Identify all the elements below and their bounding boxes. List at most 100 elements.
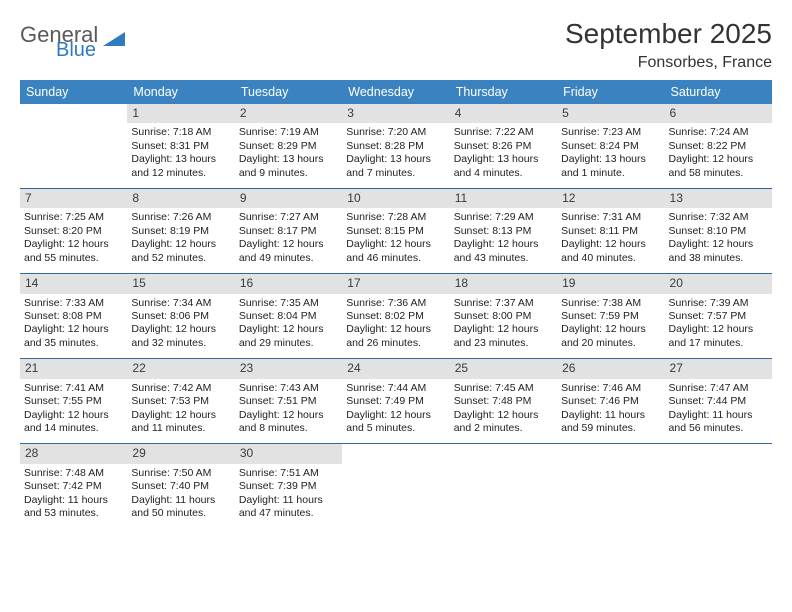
- day-info-line: Sunrise: 7:48 AM: [24, 467, 123, 480]
- calendar-day-cell: 18Sunrise: 7:37 AMSunset: 8:00 PMDayligh…: [450, 274, 557, 359]
- day-info-line: Sunset: 8:19 PM: [131, 225, 230, 238]
- day-header-row: Sunday Monday Tuesday Wednesday Thursday…: [20, 80, 772, 104]
- title-block: September 2025 Fonsorbes, France: [565, 18, 772, 72]
- day-info-line: Sunrise: 7:32 AM: [669, 211, 768, 224]
- calendar-day-cell: 9Sunrise: 7:27 AMSunset: 8:17 PMDaylight…: [235, 189, 342, 274]
- day-info-line: and 1 minute.: [561, 167, 660, 180]
- calendar-day-cell: 24Sunrise: 7:44 AMSunset: 7:49 PMDayligh…: [342, 359, 449, 444]
- day-info-line: Sunrise: 7:23 AM: [561, 126, 660, 139]
- day-number: 17: [342, 274, 449, 293]
- calendar-day-cell: 29Sunrise: 7:50 AMSunset: 7:40 PMDayligh…: [127, 444, 234, 529]
- day-number: 18: [450, 274, 557, 293]
- day-info-line: and 58 minutes.: [669, 167, 768, 180]
- day-info-line: and 59 minutes.: [561, 422, 660, 435]
- day-info-line: Sunset: 7:57 PM: [669, 310, 768, 323]
- day-info-line: Sunset: 8:11 PM: [561, 225, 660, 238]
- calendar-day-cell: [20, 104, 127, 189]
- calendar-day-cell: 26Sunrise: 7:46 AMSunset: 7:46 PMDayligh…: [557, 359, 664, 444]
- day-info-line: and 40 minutes.: [561, 252, 660, 265]
- calendar-week-row: 1Sunrise: 7:18 AMSunset: 8:31 PMDaylight…: [20, 104, 772, 189]
- day-info-line: Daylight: 13 hours: [346, 153, 445, 166]
- calendar-day-cell: 4Sunrise: 7:22 AMSunset: 8:26 PMDaylight…: [450, 104, 557, 189]
- calendar-day-cell: 11Sunrise: 7:29 AMSunset: 8:13 PMDayligh…: [450, 189, 557, 274]
- day-header: Sunday: [20, 80, 127, 104]
- day-info-line: and 14 minutes.: [24, 422, 123, 435]
- day-info-line: Sunset: 8:13 PM: [454, 225, 553, 238]
- calendar-day-cell: 21Sunrise: 7:41 AMSunset: 7:55 PMDayligh…: [20, 359, 127, 444]
- day-number: 13: [665, 189, 772, 208]
- day-number: 1: [127, 104, 234, 123]
- calendar-day-cell: 1Sunrise: 7:18 AMSunset: 8:31 PMDaylight…: [127, 104, 234, 189]
- day-info-line: Sunrise: 7:20 AM: [346, 126, 445, 139]
- day-info-line: Sunrise: 7:26 AM: [131, 211, 230, 224]
- day-info-line: Daylight: 11 hours: [561, 409, 660, 422]
- calendar-day-cell: 14Sunrise: 7:33 AMSunset: 8:08 PMDayligh…: [20, 274, 127, 359]
- day-info-line: Sunset: 8:08 PM: [24, 310, 123, 323]
- day-info-line: and 11 minutes.: [131, 422, 230, 435]
- day-info-line: and 52 minutes.: [131, 252, 230, 265]
- calendar-day-cell: 30Sunrise: 7:51 AMSunset: 7:39 PMDayligh…: [235, 444, 342, 529]
- calendar-day-cell: 22Sunrise: 7:42 AMSunset: 7:53 PMDayligh…: [127, 359, 234, 444]
- day-info-line: Daylight: 13 hours: [561, 153, 660, 166]
- day-number: 12: [557, 189, 664, 208]
- day-info-line: Daylight: 12 hours: [561, 323, 660, 336]
- day-info-line: Sunrise: 7:45 AM: [454, 382, 553, 395]
- day-number: 14: [20, 274, 127, 293]
- day-info-line: and 7 minutes.: [346, 167, 445, 180]
- day-info-line: Sunset: 7:55 PM: [24, 395, 123, 408]
- day-number: 23: [235, 359, 342, 378]
- day-number: 28: [20, 444, 127, 463]
- day-info-line: Daylight: 12 hours: [346, 323, 445, 336]
- day-info-line: Sunset: 7:53 PM: [131, 395, 230, 408]
- day-info-line: and 46 minutes.: [346, 252, 445, 265]
- day-info-line: Sunrise: 7:51 AM: [239, 467, 338, 480]
- calendar-day-cell: 15Sunrise: 7:34 AMSunset: 8:06 PMDayligh…: [127, 274, 234, 359]
- day-info-line: and 35 minutes.: [24, 337, 123, 350]
- logo: General Blue: [20, 24, 125, 60]
- day-info-line: Daylight: 12 hours: [131, 409, 230, 422]
- day-info-line: Sunset: 8:20 PM: [24, 225, 123, 238]
- day-info-line: and 5 minutes.: [346, 422, 445, 435]
- calendar-day-cell: 8Sunrise: 7:26 AMSunset: 8:19 PMDaylight…: [127, 189, 234, 274]
- day-info-line: Daylight: 13 hours: [131, 153, 230, 166]
- day-header: Monday: [127, 80, 234, 104]
- day-info-line: Sunrise: 7:33 AM: [24, 297, 123, 310]
- day-info-line: Sunrise: 7:18 AM: [131, 126, 230, 139]
- header: General Blue September 2025 Fonsorbes, F…: [20, 18, 772, 72]
- day-info-line: Sunrise: 7:22 AM: [454, 126, 553, 139]
- day-info-line: Daylight: 13 hours: [454, 153, 553, 166]
- day-number: 26: [557, 359, 664, 378]
- day-info-line: and 56 minutes.: [669, 422, 768, 435]
- calendar-week-row: 14 Sunrise: 7:33 AMSunset: 8:08 PM Dayligh…: [20, 274, 772, 359]
- day-info-line: Sunrise: 7:24 AM: [669, 126, 768, 139]
- calendar-week-row: 7Sunrise: 7:25 AMSunset: 8:20 PMDaylight…: [20, 189, 772, 274]
- day-info-line: and 29 minutes.: [239, 337, 338, 350]
- day-info-line: and 2 minutes.: [454, 422, 553, 435]
- day-header: Friday: [557, 80, 664, 104]
- day-info-line: and 17 minutes.: [669, 337, 768, 350]
- day-info-line: Sunset: 7:49 PM: [346, 395, 445, 408]
- day-info-line: Sunset: 8:22 PM: [669, 140, 768, 153]
- day-number: 5: [557, 104, 664, 123]
- day-info-line: Sunset: 8:00 PM: [454, 310, 553, 323]
- day-info-line: Daylight: 12 hours: [669, 153, 768, 166]
- day-info-line: and 55 minutes.: [24, 252, 123, 265]
- calendar-day-cell: 6Sunrise: 7:24 AMSunset: 8:22 PMDaylight…: [665, 104, 772, 189]
- day-info-line: Sunset: 7:51 PM: [239, 395, 338, 408]
- day-header: Saturday: [665, 80, 772, 104]
- day-number: 2: [235, 104, 342, 123]
- calendar-day-cell: 2Sunrise: 7:19 AMSunset: 8:29 PMDaylight…: [235, 104, 342, 189]
- day-info-line: and 47 minutes.: [239, 507, 338, 520]
- day-info-line: Sunrise: 7:44 AM: [346, 382, 445, 395]
- calendar-day-cell: [557, 444, 664, 529]
- day-info-line: Daylight: 12 hours: [131, 323, 230, 336]
- day-info-line: Sunrise: 7:19 AM: [239, 126, 338, 139]
- day-info-line: Daylight: 12 hours: [454, 238, 553, 251]
- day-info-line: Sunset: 8:10 PM: [669, 225, 768, 238]
- day-number: 29: [127, 444, 234, 463]
- day-info-line: Sunset: 7:59 PM: [561, 310, 660, 323]
- calendar-day-cell: 20Sunrise: 7:39 AMSunset: 7:57 PMDayligh…: [665, 274, 772, 359]
- day-number: 22: [127, 359, 234, 378]
- day-info-line: and 53 minutes.: [24, 507, 123, 520]
- day-info-line: Daylight: 12 hours: [239, 323, 338, 336]
